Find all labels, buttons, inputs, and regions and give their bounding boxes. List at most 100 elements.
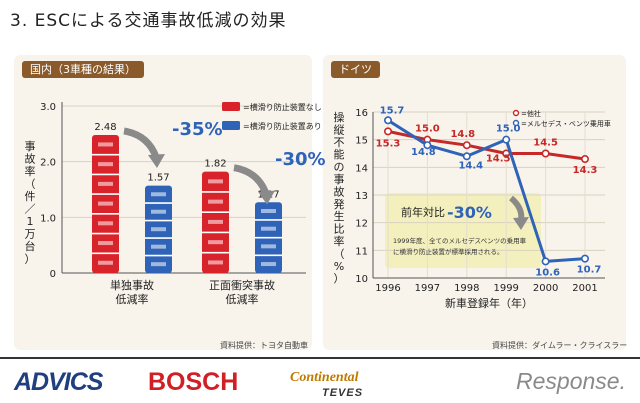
y-tick-label: 1.0 xyxy=(40,213,56,224)
bar-with-esc-car-window xyxy=(151,192,166,197)
bar-without-esc-car-window xyxy=(208,219,223,224)
continental-logo: Continental xyxy=(290,370,359,385)
data-label: 15.3 xyxy=(376,138,401,149)
left-panel-tag: 国内（3車種の結果） xyxy=(22,61,144,78)
annotation-box xyxy=(385,193,541,268)
data-label: 10.6 xyxy=(535,267,560,278)
y-axis-label-char: 発 xyxy=(334,197,345,211)
y-tick-label: 13 xyxy=(355,191,368,202)
bar-with-esc-car-window xyxy=(261,262,276,267)
data-label: 14.8 xyxy=(450,129,475,140)
data-label: 14.5 xyxy=(533,138,558,149)
bar-without-esc-car-window xyxy=(98,260,113,265)
x-tick-label: 1997 xyxy=(415,283,440,294)
bar-without-esc-car-window xyxy=(208,260,223,265)
x-axis-label: 新車登録年（年） xyxy=(445,296,533,310)
bar-without-esc xyxy=(92,134,119,273)
data-point xyxy=(462,141,471,150)
bar-with-esc-car-window xyxy=(261,244,276,249)
data-point xyxy=(462,152,471,161)
y-axis-label-char: 事 xyxy=(25,140,36,153)
data-point xyxy=(541,257,550,266)
left-credit: 資料提供：トヨタ自動車 xyxy=(220,341,308,350)
reduction-arrow xyxy=(123,127,160,159)
data-point xyxy=(383,127,392,136)
bar-value-label: 2.48 xyxy=(94,122,116,133)
category-label: 正面衝突事故 xyxy=(209,278,275,292)
legend-marker xyxy=(512,119,520,127)
y-axis-label-char: （ xyxy=(334,247,345,260)
data-point xyxy=(580,155,589,164)
y-tick-label: 16 xyxy=(355,108,368,119)
data-label: 15.7 xyxy=(380,105,405,116)
y-axis-label-char: 1 xyxy=(27,215,34,228)
x-tick-label: 2001 xyxy=(572,283,597,294)
bar-without-esc-car-window xyxy=(98,162,113,167)
legend-label: =横滑り防止装置あり xyxy=(243,121,322,131)
footer-divider xyxy=(0,357,640,359)
reduction-arrow-head xyxy=(513,217,529,230)
data-point xyxy=(541,149,550,158)
y-axis-label-char: ／ xyxy=(25,203,36,216)
bar-value-label: 1.57 xyxy=(147,173,169,184)
response-logo: Response. xyxy=(516,368,626,394)
bar-without-esc-car-window xyxy=(98,221,113,226)
bar-without-esc-car-window xyxy=(208,199,223,204)
bar-with-esc-car-window xyxy=(151,244,166,249)
y-axis-label-char: 率 xyxy=(25,164,36,178)
data-point xyxy=(423,141,432,150)
y-axis-label-char: 率 xyxy=(334,234,345,248)
bar-value-label: 1.82 xyxy=(204,159,226,170)
y-axis-label-char: 能 xyxy=(334,147,345,161)
bosch-logo: BOSCH xyxy=(148,368,239,396)
data-label: 14.8 xyxy=(411,147,436,158)
category-label: 低減率 xyxy=(226,292,259,306)
legend-label: =メルセデス・ベンツ乗用車 xyxy=(521,119,611,128)
teves-logo: TEVES xyxy=(322,387,364,399)
y-axis-label-char: の xyxy=(334,161,345,174)
y-tick-label: 14 xyxy=(355,163,368,174)
bar-without-esc-car-window xyxy=(98,241,113,246)
bar-without-esc-car-window xyxy=(98,181,113,186)
bar-without-esc-car-window xyxy=(208,240,223,245)
series-line-mercedes xyxy=(387,119,586,263)
y-axis-label-char: 操 xyxy=(334,110,345,124)
x-tick-label: 1999 xyxy=(493,283,518,294)
y-axis-label-char: 生 xyxy=(334,209,345,223)
annotation-note: に横滑り防止装置が標準採用される。 xyxy=(393,247,504,256)
y-axis-label-char: 不 xyxy=(334,136,345,149)
right-credit: 資料提供：ダイムラー・クライスラー xyxy=(492,341,628,350)
legend-swatch xyxy=(222,121,240,130)
data-label: 14.5 xyxy=(486,154,511,165)
y-tick-label: 3.0 xyxy=(40,102,56,113)
y-axis-label-char: ） xyxy=(25,253,36,266)
y-tick-label: 10 xyxy=(355,274,368,285)
y-axis-label-char: 台 xyxy=(25,239,36,253)
bar-with-esc xyxy=(255,202,282,273)
category-label: 単独事故 xyxy=(110,278,154,292)
line-chart: 10 11 12 13 14 15 16 1996 1997 1998 1999 2000 2001 新車… xyxy=(334,105,611,310)
bar-with-esc-car-window xyxy=(151,209,166,214)
advics-logo: ADVICS xyxy=(14,368,103,396)
y-axis-label-char: 故 xyxy=(334,184,345,198)
right-panel-tag: ドイツ xyxy=(331,61,380,78)
y-axis-label-char: 縦 xyxy=(334,123,345,136)
legend-label: =他社 xyxy=(521,109,541,118)
x-tick-label: 1996 xyxy=(375,283,400,294)
data-point xyxy=(383,116,392,125)
reduction-arrow-head xyxy=(258,190,275,205)
bar-without-esc-car-window xyxy=(208,179,223,184)
x-tick-label: 2000 xyxy=(533,283,558,294)
y-axis-label-char: 故 xyxy=(25,152,36,166)
bar-without-esc-car-window xyxy=(98,142,113,147)
y-tick-label: 12 xyxy=(355,219,368,230)
data-label: 14.3 xyxy=(573,165,598,176)
data-label: 15.0 xyxy=(415,124,440,135)
bar-with-esc-car-window xyxy=(151,262,166,267)
data-point xyxy=(580,254,589,263)
category-label: 低減率 xyxy=(116,292,149,306)
data-label: 15.0 xyxy=(496,124,521,135)
y-axis-label-char: % xyxy=(334,260,344,273)
page-title: 3. ESCによる交通事故低減の効果 xyxy=(10,11,287,31)
